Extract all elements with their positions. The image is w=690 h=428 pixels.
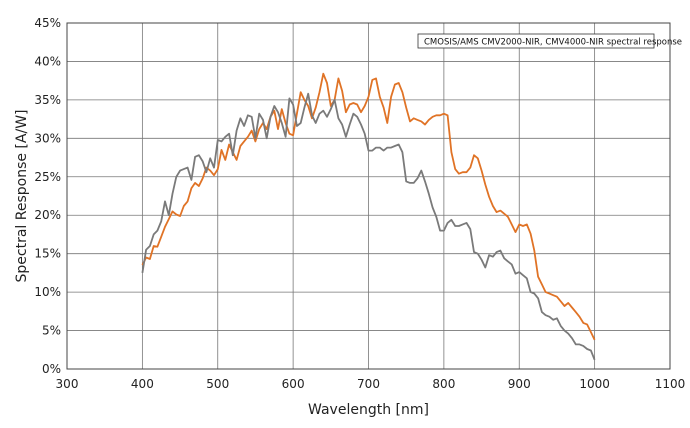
y-tick-labels: 0% 5% 10% 15% 20% 25% 30% 35% 40% 45% [34, 16, 61, 376]
series-lines [141, 72, 596, 361]
grid-lines [66, 22, 671, 370]
x-tick-label: 300 [56, 377, 79, 391]
legend-box: CMOSIS/AMS CMV2000-NIR, CMV4000-NIR spec… [417, 33, 682, 49]
series-line-1 [141, 72, 596, 341]
y-tick-label: 20% [34, 208, 61, 222]
y-tick-label: 10% [34, 285, 61, 299]
y-tick-label: 5% [42, 324, 61, 338]
x-tick-labels: 300 400 500 600 700 800 900 1000 1100 [56, 377, 686, 391]
y-tick-label: 0% [42, 362, 61, 376]
x-axis-title: Wavelength [nm] [308, 402, 429, 418]
x-tick-label: 400 [131, 377, 154, 391]
legend-border [417, 33, 655, 49]
legend-text: CMOSIS/AMS CMV2000-NIR, CMV4000-NIR spec… [424, 38, 682, 48]
y-tick-label: 40% [34, 54, 61, 68]
plot-frame [66, 22, 671, 370]
x-tick-label: 800 [432, 377, 455, 391]
y-tick-label: 25% [34, 170, 61, 184]
x-tick-label: 900 [508, 377, 531, 391]
x-tick-label: 1000 [579, 377, 610, 391]
y-axis-title: Spectral Response [A/W] [14, 110, 30, 283]
x-tick-label: 1100 [655, 377, 686, 391]
x-tick-label: 700 [357, 377, 380, 391]
y-tick-label: 15% [34, 247, 61, 261]
series-line-2 [141, 92, 596, 361]
y-tick-label: 45% [34, 16, 61, 30]
y-tick-label: 30% [34, 131, 61, 145]
x-tick-label: 600 [282, 377, 305, 391]
x-tick-label: 500 [206, 377, 229, 391]
y-tick-label: 35% [34, 93, 61, 107]
